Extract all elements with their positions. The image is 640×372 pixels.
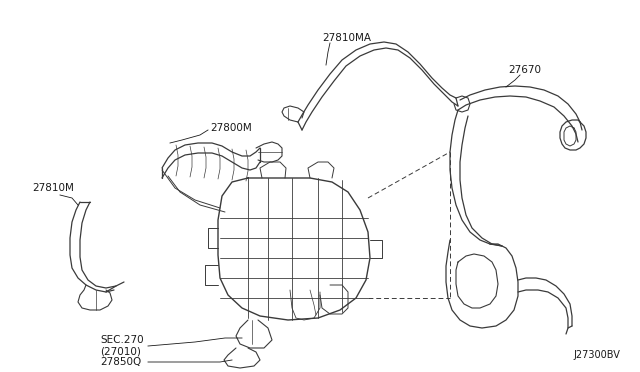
Text: 27670: 27670 [508, 65, 541, 75]
Text: 27800M: 27800M [210, 123, 252, 133]
Text: J27300BV: J27300BV [573, 350, 620, 360]
Text: SEC.270: SEC.270 [100, 335, 143, 345]
Text: 27810M: 27810M [32, 183, 74, 193]
Text: 27850Q: 27850Q [100, 357, 141, 367]
Text: (27010): (27010) [100, 347, 141, 357]
Text: 27810MA: 27810MA [322, 33, 371, 43]
